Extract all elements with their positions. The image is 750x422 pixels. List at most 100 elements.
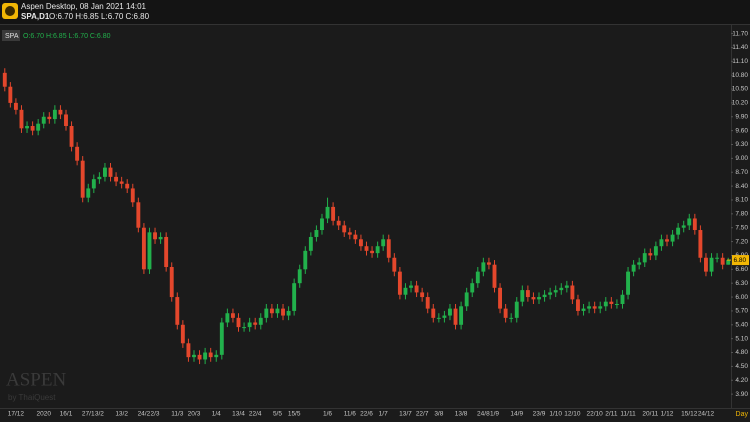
candle-body	[392, 257, 397, 272]
y-tick-label: 8.10	[735, 197, 748, 204]
y-tick-label: 10.50	[732, 86, 749, 93]
candle-body	[581, 308, 586, 311]
candle-body	[119, 181, 124, 184]
candle-body	[676, 227, 681, 235]
candle-body	[103, 167, 107, 177]
y-tick-label: 9.30	[735, 141, 748, 148]
candle-body	[576, 299, 580, 311]
legend-symbol: SPA	[5, 33, 19, 40]
candle-body	[353, 234, 358, 240]
x-tick-label: 1/9	[490, 411, 499, 418]
candle-body	[13, 102, 18, 110]
candle-body	[587, 306, 592, 309]
candle-body	[381, 239, 386, 247]
candle-body	[147, 232, 152, 270]
candle-body	[136, 202, 141, 228]
candle-body	[414, 285, 419, 293]
candle-body	[164, 236, 169, 268]
candle-body	[297, 269, 302, 284]
x-tick-label: 5/5	[273, 411, 282, 418]
candle-body	[69, 126, 74, 147]
y-tick-label: 11.40	[732, 44, 748, 51]
candle-body	[236, 317, 241, 328]
x-tick-label: 22/7	[416, 411, 429, 418]
candle-body	[492, 264, 497, 288]
candle-body	[253, 322, 258, 325]
candle-body	[19, 109, 24, 129]
candle-body	[509, 317, 514, 319]
y-tick-label: 8.40	[735, 183, 748, 190]
candle-body	[548, 292, 553, 295]
candle-body	[75, 146, 80, 161]
y-tick-label: 11.10	[732, 58, 748, 65]
candle-body	[320, 218, 324, 231]
watermark-sub: by ThaiQuest	[8, 393, 56, 402]
candle-body	[570, 285, 575, 300]
x-tick-label: 3/8	[434, 411, 443, 418]
candle-body	[281, 308, 285, 316]
candle-body	[47, 116, 52, 120]
candle-body	[91, 179, 96, 189]
candle-body	[141, 227, 146, 270]
candle-body	[180, 324, 185, 344]
x-tick-label: 11/11	[620, 411, 636, 418]
candle-body	[264, 308, 269, 318]
candle-body	[653, 246, 658, 256]
candle-body	[247, 322, 252, 328]
candle-body	[203, 352, 208, 360]
x-tick-label: 2020	[37, 411, 52, 418]
candle-body	[464, 292, 469, 307]
x-tick-label: 1/12	[661, 411, 674, 418]
candle-body	[358, 239, 363, 247]
y-tick-label: 9.90	[735, 113, 748, 120]
last-price-label: 6.80	[734, 257, 747, 264]
x-tick-label: 27/1	[82, 411, 95, 418]
x-tick-label: 22/4	[249, 411, 262, 418]
candle-body	[486, 262, 491, 265]
candle-body	[648, 253, 653, 256]
candle-body	[269, 308, 274, 314]
candle-body	[542, 294, 547, 298]
x-tick-label: 14/9	[510, 411, 523, 418]
x-tick-label: 23/9	[533, 411, 546, 418]
candle-body	[481, 262, 486, 272]
candle-body	[230, 313, 235, 318]
x-tick-label: 12/10	[564, 411, 581, 418]
candle-body	[459, 306, 464, 325]
candle-body	[498, 287, 503, 309]
candle-body	[331, 206, 336, 221]
x-tick-label: 20/3	[188, 411, 201, 418]
watermark: ASPEN	[6, 369, 66, 390]
timeframe-label[interactable]: Day	[736, 411, 749, 418]
candle-body	[448, 308, 452, 316]
candle-body	[186, 343, 191, 358]
candle-body	[214, 354, 219, 358]
y-tick-label: 8.70	[735, 169, 748, 176]
x-tick-label: 2/3	[151, 411, 160, 418]
x-tick-label: 24/2	[138, 411, 151, 418]
candle-body	[453, 308, 458, 325]
candle-body	[169, 267, 174, 298]
candle-body	[86, 188, 91, 198]
candle-body	[108, 167, 113, 177]
symbol-badge[interactable]	[2, 30, 20, 41]
candle-body	[609, 301, 614, 304]
y-tick-label: 5.40	[735, 322, 748, 329]
candle-body	[314, 230, 319, 237]
y-tick-label: 11.70	[732, 30, 748, 37]
y-tick-label: 4.80	[735, 349, 748, 356]
candle-body	[442, 315, 447, 318]
candle-body	[125, 183, 130, 189]
x-tick-label: 15/5	[288, 411, 301, 418]
y-tick-label: 5.10	[735, 335, 748, 342]
candle-body	[531, 297, 536, 300]
candle-body	[258, 317, 263, 325]
candle-body	[614, 303, 619, 305]
candle-body	[537, 297, 541, 300]
y-tick-label: 5.70	[735, 308, 748, 315]
candle-body	[631, 264, 636, 272]
x-tick-label: 13/4	[232, 411, 245, 418]
candle-body	[514, 301, 519, 318]
